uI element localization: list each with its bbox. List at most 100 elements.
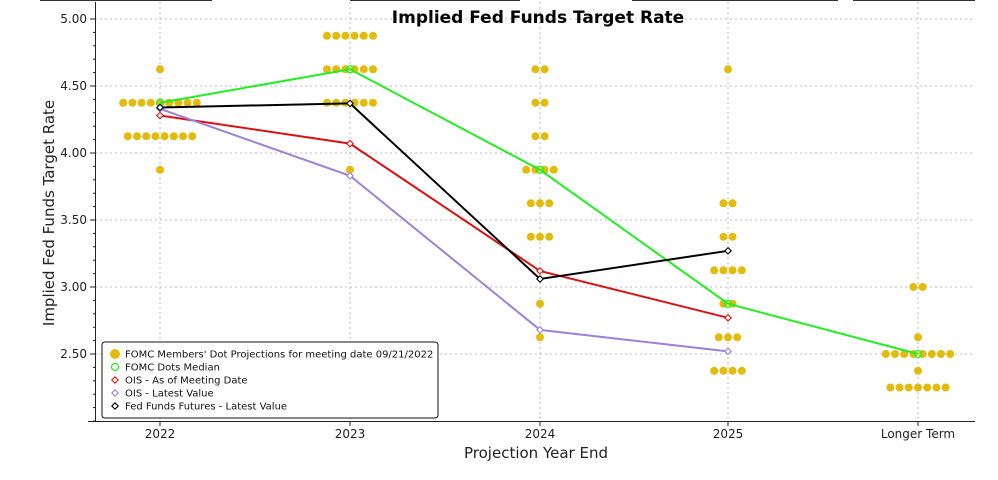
fomc-dot	[728, 199, 737, 208]
fomc-dot	[724, 65, 732, 74]
x-tick-label: 2022	[145, 427, 176, 441]
fomc-dot	[142, 132, 151, 141]
fomc-dot	[128, 98, 137, 107]
fomc-dot	[179, 132, 187, 141]
legend-label: OIS - Latest Value	[125, 389, 214, 400]
fomc-dot	[346, 165, 354, 174]
series-marker	[724, 347, 732, 356]
chart-title: Implied Fed Funds Target Rate	[392, 8, 684, 28]
legend-marker	[111, 389, 119, 397]
series-marker	[536, 274, 544, 283]
series-line	[159, 102, 729, 281]
fomc-dot	[133, 132, 141, 141]
series-marker	[724, 313, 732, 322]
fomc-dot	[323, 65, 331, 74]
x-axis-label: Projection Year End	[464, 444, 608, 462]
x-tick-label: 2023	[335, 427, 366, 441]
series-line	[159, 114, 729, 319]
legend-box	[101, 341, 439, 419]
series-marker	[724, 246, 732, 255]
fomc-dot	[728, 232, 737, 241]
fomc-dot	[545, 232, 554, 241]
series-marker	[723, 299, 733, 308]
series-marker	[345, 65, 355, 74]
x-tick-label: Longer Term	[881, 427, 955, 441]
fomc-dot	[536, 232, 544, 241]
fomc-dot	[937, 350, 945, 358]
fomc-dot	[359, 98, 368, 107]
fomc-dot	[946, 350, 955, 358]
fomc-dot	[323, 98, 331, 107]
series-marker	[536, 325, 544, 334]
y-tick-label: 3.00	[60, 280, 87, 294]
series-line	[159, 107, 729, 353]
fomc-dot	[359, 65, 368, 74]
fomc-dot	[914, 333, 922, 342]
fomc-dot	[710, 366, 719, 375]
legend-label: Fed Funds Futures - Latest Value	[125, 402, 287, 413]
y-tick-label: 4.00	[60, 146, 87, 160]
fomc-dot	[151, 132, 160, 141]
fomc-dot	[160, 132, 169, 141]
legend-marker	[110, 349, 120, 359]
fomc-dot	[719, 199, 728, 208]
fomc-dot	[332, 31, 341, 40]
y-tick-label: 2.50	[60, 347, 87, 361]
fomc-dot	[526, 232, 535, 241]
series-marker	[346, 139, 354, 148]
fomc-dot	[531, 132, 540, 141]
fomc-dot	[927, 350, 936, 358]
fomc-dot	[536, 299, 544, 308]
fomc-dot	[183, 98, 192, 107]
fomc-dot	[923, 383, 932, 392]
fomc-dot	[531, 65, 540, 74]
series-marker	[346, 171, 354, 180]
fomc-dot	[733, 333, 742, 342]
fomc-dot	[188, 132, 197, 141]
fomc-dot	[728, 266, 737, 275]
fomc-dot	[914, 366, 922, 375]
series-marker	[156, 111, 164, 120]
fomc-dot	[900, 350, 909, 358]
fomc-dot	[369, 31, 377, 40]
series-marker	[156, 103, 164, 112]
fomc-dot	[526, 199, 535, 208]
fomc-dot	[369, 65, 377, 74]
legend-label: FOMC Dots Median	[125, 363, 220, 374]
y-tick-label: 3.50	[60, 213, 87, 227]
fomc-dot	[540, 132, 549, 141]
fomc-dot	[350, 31, 359, 40]
fomc-dot	[146, 98, 155, 107]
series-marker	[913, 349, 923, 359]
series-marker	[535, 165, 545, 174]
fomc-dot	[918, 283, 927, 291]
grid	[95, 2, 975, 421]
y-tick-label: 5.00	[60, 12, 87, 26]
fomc-dot	[323, 31, 331, 40]
fomc-dot	[540, 98, 549, 107]
fomc-dot	[714, 333, 723, 342]
fomc-dot	[710, 266, 719, 275]
fomc-dot	[156, 165, 164, 174]
fomc-dot	[123, 132, 132, 141]
fomc-dot	[169, 132, 178, 141]
legend-label: OIS - As of Meeting Date	[125, 376, 248, 387]
fomc-dot	[904, 383, 913, 392]
fomc-dot	[914, 383, 922, 392]
fomc-dot	[891, 350, 899, 358]
legend-label: FOMC Members' Dot Projections for meetin…	[125, 350, 433, 361]
fomc-dot	[886, 383, 895, 392]
y-tick-label: 4.50	[60, 79, 87, 93]
fomc-dot	[137, 98, 146, 107]
x-axis: 2022 2023 2024 2025 Longer Term	[88, 421, 975, 441]
fomc-dot	[359, 31, 368, 40]
fomc-dot	[369, 98, 377, 107]
fomc-dot	[719, 232, 728, 241]
fomc-dot	[156, 65, 164, 74]
legend-marker	[110, 362, 120, 372]
fomc-dot	[522, 165, 531, 174]
fomc-dot	[932, 383, 941, 392]
fomc-dot	[941, 383, 950, 392]
fomc-dot	[545, 199, 554, 208]
series-lines	[155, 65, 923, 359]
